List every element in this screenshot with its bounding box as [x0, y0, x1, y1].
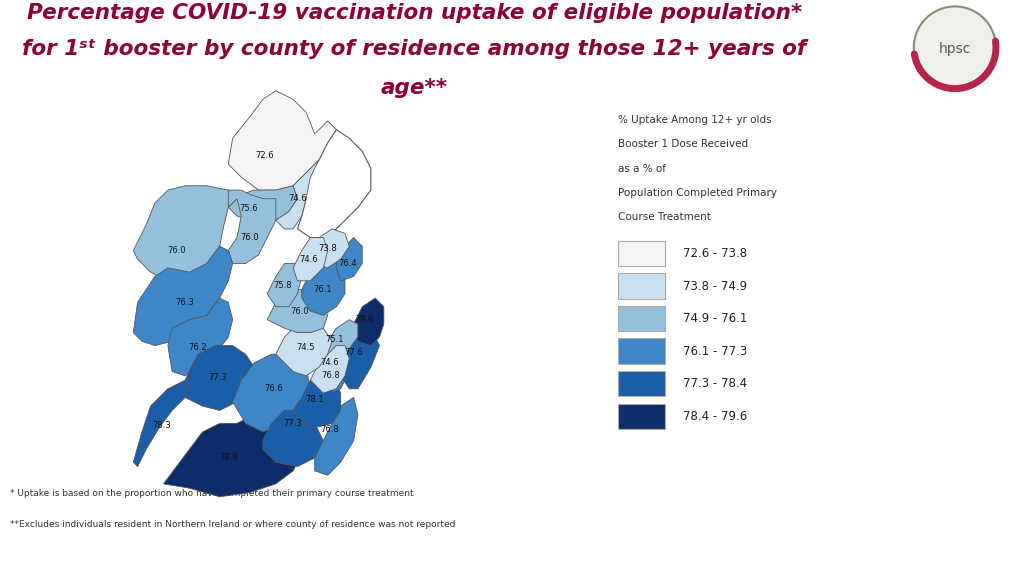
Text: 77.3: 77.3: [284, 419, 302, 428]
Text: **Excludes individuals resident in Northern Ireland or where county of residence: **Excludes individuals resident in North…: [10, 520, 456, 529]
Polygon shape: [293, 238, 328, 281]
Circle shape: [913, 6, 996, 89]
Polygon shape: [293, 130, 371, 238]
Text: 76.4: 76.4: [338, 259, 356, 268]
Polygon shape: [164, 410, 302, 497]
Text: 78.4 - 79.6: 78.4 - 79.6: [683, 410, 748, 423]
Text: 76.0: 76.0: [290, 306, 309, 316]
Polygon shape: [263, 410, 324, 467]
Polygon shape: [314, 397, 358, 475]
Polygon shape: [267, 289, 328, 333]
Text: hpsc: hpsc: [939, 42, 971, 56]
Text: 76.2: 76.2: [188, 343, 208, 353]
Polygon shape: [228, 185, 297, 225]
Text: 73.8 - 74.9: 73.8 - 74.9: [683, 279, 748, 293]
Text: 10: 10: [982, 547, 1004, 562]
Text: Percentage COVID-19 vaccination uptake of eligible population*: Percentage COVID-19 vaccination uptake o…: [27, 3, 802, 23]
Text: 76.0: 76.0: [167, 246, 185, 255]
Text: 78.3: 78.3: [152, 421, 171, 430]
Text: 79.6: 79.6: [355, 315, 374, 324]
Text: 76.6: 76.6: [264, 384, 283, 393]
Polygon shape: [336, 238, 362, 281]
FancyBboxPatch shape: [618, 273, 666, 299]
Polygon shape: [275, 320, 332, 376]
Text: 74.6: 74.6: [321, 358, 339, 367]
Text: 76.8: 76.8: [322, 372, 341, 380]
Polygon shape: [267, 264, 302, 307]
Text: 77.6: 77.6: [344, 347, 362, 357]
Polygon shape: [133, 363, 194, 467]
Text: % Uptake Among 12+ yr olds: % Uptake Among 12+ yr olds: [618, 115, 772, 125]
FancyBboxPatch shape: [618, 241, 666, 266]
Text: 75.1: 75.1: [325, 335, 343, 344]
FancyBboxPatch shape: [618, 404, 666, 429]
Text: 74.9 - 76.1: 74.9 - 76.1: [683, 312, 748, 325]
Polygon shape: [168, 298, 232, 376]
Text: 74.6: 74.6: [288, 194, 307, 203]
Text: 76.0: 76.0: [241, 233, 259, 242]
Text: 76.3: 76.3: [176, 298, 195, 307]
FancyBboxPatch shape: [618, 371, 666, 396]
Text: 77.3: 77.3: [208, 373, 227, 382]
Text: 75.8: 75.8: [273, 281, 292, 290]
Polygon shape: [336, 324, 380, 389]
Text: 73.8: 73.8: [318, 244, 337, 253]
Text: age**: age**: [381, 78, 449, 98]
Text: Booster 1 Dose Received: Booster 1 Dose Received: [618, 139, 749, 149]
Text: 76.1 - 77.3: 76.1 - 77.3: [683, 344, 748, 358]
Text: 72.6 - 73.8: 72.6 - 73.8: [683, 247, 748, 260]
Polygon shape: [310, 346, 349, 393]
Polygon shape: [232, 354, 310, 432]
Polygon shape: [133, 247, 232, 346]
FancyBboxPatch shape: [618, 306, 666, 331]
Polygon shape: [310, 229, 349, 268]
Text: Population Completed Primary: Population Completed Primary: [618, 188, 777, 198]
Text: 78.9: 78.9: [219, 453, 238, 463]
Text: 76.8: 76.8: [321, 425, 339, 434]
Polygon shape: [133, 185, 242, 281]
Text: 74.5: 74.5: [296, 343, 314, 353]
Polygon shape: [319, 320, 358, 358]
Text: Course Treatment: Course Treatment: [618, 212, 712, 222]
Polygon shape: [228, 91, 336, 190]
Text: 76.1: 76.1: [313, 285, 332, 294]
Polygon shape: [185, 346, 254, 410]
Text: * Uptake is based on the proportion who have completed their primary course trea: * Uptake is based on the proportion who …: [10, 488, 414, 498]
Polygon shape: [293, 372, 341, 427]
Text: 74.6: 74.6: [299, 255, 317, 264]
Polygon shape: [353, 298, 384, 346]
Polygon shape: [302, 264, 345, 316]
FancyBboxPatch shape: [618, 339, 666, 364]
Text: 75.6: 75.6: [240, 204, 258, 213]
Text: 77.3 - 78.4: 77.3 - 78.4: [683, 377, 748, 390]
Text: as a % of: as a % of: [618, 164, 667, 173]
Text: for 1ˢᵗ booster by county of residence among those 12+ years of: for 1ˢᵗ booster by county of residence a…: [23, 39, 807, 59]
Text: 72.6: 72.6: [256, 151, 274, 160]
Polygon shape: [319, 354, 349, 393]
Text: 78.1: 78.1: [305, 395, 324, 404]
Polygon shape: [275, 160, 319, 229]
Polygon shape: [228, 190, 275, 264]
